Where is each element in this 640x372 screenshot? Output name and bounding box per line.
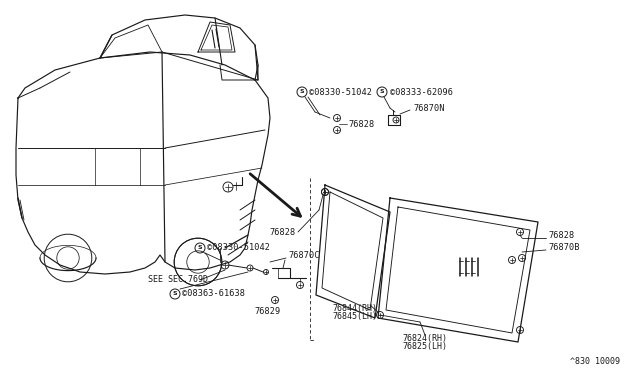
Text: ©08330-51042: ©08330-51042: [207, 244, 270, 253]
Text: 76870B: 76870B: [548, 244, 579, 253]
Text: 76828: 76828: [269, 228, 296, 237]
Text: 76844(RH): 76844(RH): [332, 304, 377, 312]
Text: S: S: [300, 89, 304, 94]
Text: ^830 10009: ^830 10009: [570, 357, 620, 366]
Text: 76870N: 76870N: [413, 103, 445, 112]
Text: SEE SEC.769D: SEE SEC.769D: [148, 276, 208, 285]
Text: S: S: [198, 245, 202, 250]
Text: 76828: 76828: [348, 119, 374, 128]
Text: 76870C: 76870C: [288, 250, 319, 260]
Text: 76824(RH): 76824(RH): [403, 334, 447, 343]
Text: 76828: 76828: [548, 231, 574, 240]
Text: ©08330-51042: ©08330-51042: [309, 87, 372, 96]
Text: 76825(LH): 76825(LH): [403, 343, 447, 352]
Text: ©08333-62096: ©08333-62096: [390, 87, 453, 96]
Text: S: S: [380, 89, 384, 94]
Text: S: S: [173, 291, 177, 296]
Text: 76845(LH): 76845(LH): [332, 312, 377, 321]
Text: 76829: 76829: [255, 308, 281, 317]
Text: ©08363-61638: ©08363-61638: [182, 289, 245, 298]
